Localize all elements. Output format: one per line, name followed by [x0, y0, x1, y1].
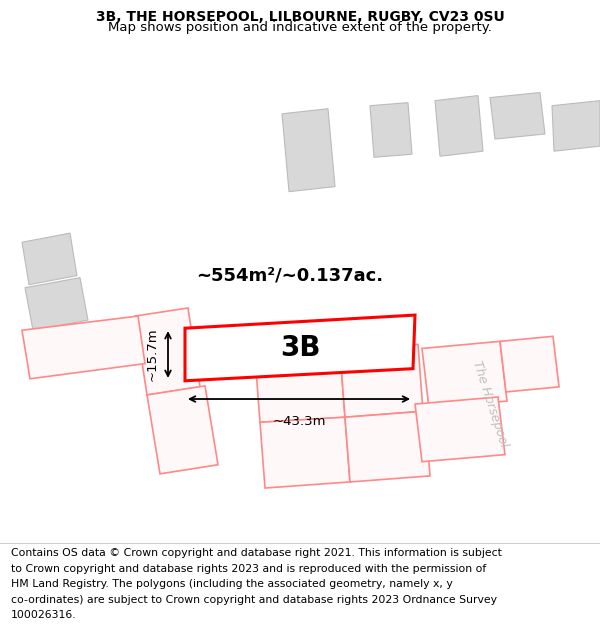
Text: Map shows position and indicative extent of the property.: Map shows position and indicative extent…: [108, 21, 492, 34]
Polygon shape: [422, 341, 507, 408]
Polygon shape: [340, 344, 423, 418]
Polygon shape: [185, 315, 415, 381]
Polygon shape: [147, 386, 218, 474]
Text: HM Land Registry. The polygons (including the associated geometry, namely x, y: HM Land Registry. The polygons (includin…: [11, 579, 452, 589]
Polygon shape: [345, 411, 430, 482]
Polygon shape: [255, 351, 345, 423]
Polygon shape: [500, 336, 559, 392]
Polygon shape: [260, 418, 350, 488]
Text: ~554m²/~0.137ac.: ~554m²/~0.137ac.: [196, 267, 383, 284]
Polygon shape: [25, 278, 88, 330]
Polygon shape: [370, 102, 412, 158]
Polygon shape: [435, 96, 483, 156]
Text: 3B: 3B: [280, 334, 320, 362]
Text: Contains OS data © Crown copyright and database right 2021. This information is : Contains OS data © Crown copyright and d…: [11, 548, 502, 558]
Text: ~15.7m: ~15.7m: [146, 328, 158, 381]
Polygon shape: [282, 109, 335, 192]
Polygon shape: [22, 233, 77, 285]
Polygon shape: [22, 316, 145, 379]
Text: to Crown copyright and database rights 2023 and is reproduced with the permissio: to Crown copyright and database rights 2…: [11, 564, 486, 574]
Polygon shape: [415, 397, 505, 462]
Polygon shape: [552, 101, 600, 151]
Text: 100026316.: 100026316.: [11, 610, 76, 620]
Polygon shape: [135, 308, 200, 395]
Text: 3B, THE HORSEPOOL, LILBOURNE, RUGBY, CV23 0SU: 3B, THE HORSEPOOL, LILBOURNE, RUGBY, CV2…: [95, 10, 505, 24]
Polygon shape: [490, 92, 545, 139]
Text: co-ordinates) are subject to Crown copyright and database rights 2023 Ordnance S: co-ordinates) are subject to Crown copyr…: [11, 594, 497, 604]
Text: The Horsepool: The Horsepool: [470, 359, 510, 449]
Text: ~43.3m: ~43.3m: [272, 415, 326, 428]
